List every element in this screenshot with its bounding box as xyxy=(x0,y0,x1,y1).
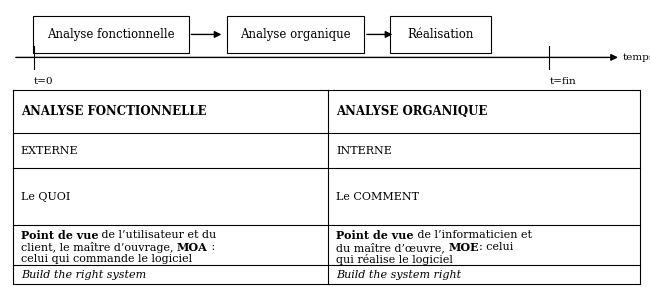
Text: INTERNE: INTERNE xyxy=(336,146,392,156)
FancyBboxPatch shape xyxy=(32,16,188,53)
Text: client, le maître d’ouvrage,: client, le maître d’ouvrage, xyxy=(21,242,177,253)
Text: t=0: t=0 xyxy=(34,77,53,86)
Text: MOA: MOA xyxy=(177,242,207,253)
Text: celui qui commande le logiciel: celui qui commande le logiciel xyxy=(21,254,192,264)
Text: MOE: MOE xyxy=(448,242,479,253)
Text: du maître d’œuvre,: du maître d’œuvre, xyxy=(336,242,448,253)
Text: Point de vue: Point de vue xyxy=(336,230,413,241)
Text: ANALYSE FONCTIONNELLE: ANALYSE FONCTIONNELLE xyxy=(21,105,207,119)
Text: ANALYSE ORGANIQUE: ANALYSE ORGANIQUE xyxy=(336,105,488,119)
Text: t=fin: t=fin xyxy=(549,77,576,86)
Text: temps: temps xyxy=(623,53,650,62)
Text: Le QUOI: Le QUOI xyxy=(21,192,70,201)
Text: Build the system right: Build the system right xyxy=(336,270,462,280)
FancyBboxPatch shape xyxy=(390,16,491,53)
Text: Build the right system: Build the right system xyxy=(21,270,146,280)
Text: qui réalise le logiciel: qui réalise le logiciel xyxy=(336,254,453,265)
Text: de l’utilisateur et du: de l’utilisateur et du xyxy=(98,230,216,240)
Text: Analyse organique: Analyse organique xyxy=(240,28,351,41)
Text: Réalisation: Réalisation xyxy=(407,28,474,41)
Text: Analyse fonctionnelle: Analyse fonctionnelle xyxy=(47,28,174,41)
Text: Le COMMENT: Le COMMENT xyxy=(336,192,419,201)
FancyBboxPatch shape xyxy=(227,16,364,53)
Text: Point de vue: Point de vue xyxy=(21,230,98,241)
Text: : celui: : celui xyxy=(479,242,514,252)
Text: :: : xyxy=(207,242,214,252)
Text: de l’informaticien et: de l’informaticien et xyxy=(413,230,532,240)
Text: EXTERNE: EXTERNE xyxy=(21,146,79,156)
